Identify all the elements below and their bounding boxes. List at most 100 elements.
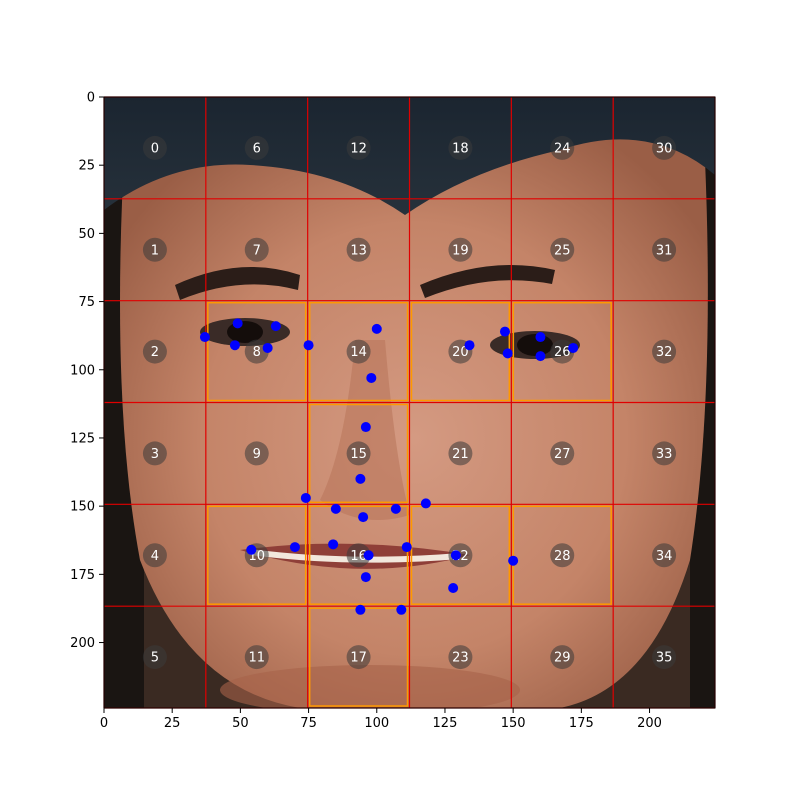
landmark-point xyxy=(420,498,431,509)
highlight-cell-22 xyxy=(410,505,511,605)
y-tick-label: 175 xyxy=(70,568,95,583)
cell-label-text: 3 xyxy=(151,447,159,462)
cell-label-text: 29 xyxy=(554,651,571,666)
cell-label-badge xyxy=(244,135,269,160)
cell-label-badge xyxy=(448,135,473,160)
cell-label-badge xyxy=(550,135,575,160)
y-tick-label: 125 xyxy=(70,431,95,446)
cell-label-14: 14 xyxy=(346,339,371,364)
x-tick-label: 200 xyxy=(637,716,662,731)
cell-label-badge xyxy=(652,135,677,160)
landmark-point xyxy=(448,582,459,593)
cell-label-15: 15 xyxy=(346,441,371,466)
cell-label-6: 6 xyxy=(244,135,269,160)
cell-label-4: 4 xyxy=(142,543,167,568)
cell-label-11: 11 xyxy=(244,645,269,670)
cell-label-8: 8 xyxy=(244,339,269,364)
cell-label-badge xyxy=(346,645,371,670)
cell-label-text: 13 xyxy=(350,243,367,258)
cell-label-16: 16 xyxy=(346,543,371,568)
cell-label-text: 8 xyxy=(253,345,261,360)
cell-label-badge xyxy=(448,441,473,466)
landmark-point xyxy=(330,503,341,514)
cell-label-text: 2 xyxy=(151,345,159,360)
cell-label-badge xyxy=(244,339,269,364)
landmark-point xyxy=(568,342,579,353)
cell-label-text: 23 xyxy=(452,651,469,666)
landmark-point xyxy=(328,539,339,550)
cell-label-badge xyxy=(142,237,167,262)
cell-label-text: 32 xyxy=(656,345,673,360)
cell-label-9: 9 xyxy=(244,441,269,466)
x-tick-label: 75 xyxy=(300,716,317,731)
cell-label-2: 2 xyxy=(142,339,167,364)
cell-label-24: 24 xyxy=(550,135,575,160)
plot-frame xyxy=(103,96,716,709)
landmark-point xyxy=(366,372,377,383)
cell-label-19: 19 xyxy=(448,237,473,262)
x-tick-label: 0 xyxy=(100,716,108,731)
cell-label-17: 17 xyxy=(346,645,371,670)
landmark-point xyxy=(355,473,366,484)
cell-label-text: 4 xyxy=(151,549,159,564)
landmark-point xyxy=(363,550,374,561)
cell-label-28: 28 xyxy=(550,543,575,568)
cell-label-text: 24 xyxy=(554,141,571,156)
cell-label-5: 5 xyxy=(142,645,167,670)
cell-label-text: 34 xyxy=(656,549,673,564)
cell-label-badge xyxy=(652,237,677,262)
cell-label-1: 1 xyxy=(142,237,167,262)
cell-label-21: 21 xyxy=(448,441,473,466)
landmark-point xyxy=(246,544,257,555)
landmark-points xyxy=(199,318,579,615)
cell-label-text: 27 xyxy=(554,447,571,462)
cell-label-text: 15 xyxy=(350,447,367,462)
cell-label-30: 30 xyxy=(652,135,677,160)
cell-label-text: 0 xyxy=(151,141,159,156)
landmark-point xyxy=(229,340,240,351)
landmark-point xyxy=(303,340,314,351)
y-tick-label: 200 xyxy=(70,636,95,651)
landmark-point xyxy=(358,512,369,523)
cell-label-badge xyxy=(244,237,269,262)
y-tick-label: 25 xyxy=(78,159,95,174)
cell-label-26: 26 xyxy=(550,339,575,364)
cell-label-text: 25 xyxy=(554,243,571,258)
landmark-point xyxy=(360,422,371,433)
cell-label-13: 13 xyxy=(346,237,371,262)
cell-label-text: 11 xyxy=(248,651,265,666)
cell-label-badge xyxy=(244,645,269,670)
cell-label-badge xyxy=(142,543,167,568)
cell-label-text: 33 xyxy=(656,447,673,462)
highlight-cell-10 xyxy=(207,505,307,605)
landmark-point xyxy=(270,321,281,332)
cell-label-18: 18 xyxy=(448,135,473,160)
axes: 0 25 50 75 100 125 150 175 200025507510012515017… xyxy=(70,91,716,731)
cell-label-badge xyxy=(244,441,269,466)
cell-label-35: 35 xyxy=(652,645,677,670)
landmark-point xyxy=(401,542,412,553)
landmark-point xyxy=(390,503,401,514)
cell-label-text: 26 xyxy=(554,345,571,360)
cell-label-text: 1 xyxy=(151,243,159,258)
cell-label-27: 27 xyxy=(550,441,575,466)
cell-label-25: 25 xyxy=(550,237,575,262)
cell-label-badge xyxy=(346,543,371,568)
cell-label-badge xyxy=(346,339,371,364)
y-tick-label: 75 xyxy=(78,295,95,310)
cell-label-badge xyxy=(346,135,371,160)
highlight-cell-28 xyxy=(512,505,612,605)
cell-label-7: 7 xyxy=(244,237,269,262)
cell-label-text: 5 xyxy=(151,651,159,666)
cell-label-29: 29 xyxy=(550,645,575,670)
landmark-point xyxy=(535,332,546,343)
cell-label-badge xyxy=(550,339,575,364)
highlighted-cells xyxy=(207,301,612,707)
cell-label-text: 14 xyxy=(350,345,367,360)
landmark-point xyxy=(508,555,519,566)
cell-label-text: 35 xyxy=(656,651,673,666)
cell-label-text: 9 xyxy=(253,447,261,462)
cell-label-text: 17 xyxy=(350,651,367,666)
landmark-point xyxy=(535,351,546,362)
